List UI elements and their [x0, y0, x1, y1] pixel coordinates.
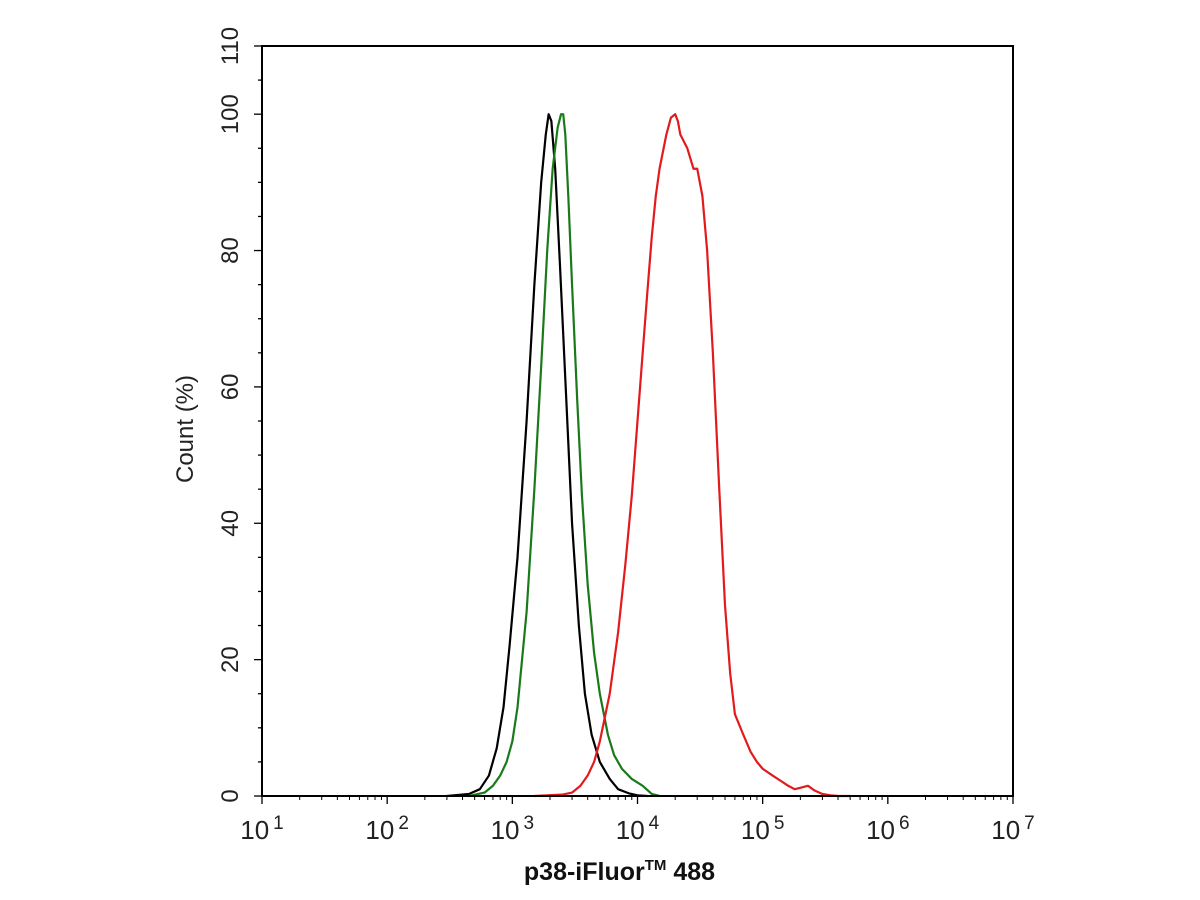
x-tick-label-base: 10	[866, 815, 895, 845]
x-tick-label-exponent: 4	[649, 813, 660, 834]
x-axis: 10 1 10 2 10 3 10 4 10 5 10 6 10 7	[240, 796, 1035, 845]
x-tick-label-base: 10	[491, 815, 520, 845]
x-axis-title-main: p38-iFluor	[524, 858, 645, 886]
x-tick-label-exponent: 3	[524, 813, 535, 834]
x-tick-label: 10 4	[616, 813, 660, 845]
series-group	[445, 113, 852, 798]
x-tick-label: 10 3	[491, 813, 535, 845]
x-tick-label: 10 2	[365, 813, 409, 845]
x-tick-label-base: 10	[240, 815, 269, 845]
series-line-1	[445, 113, 649, 798]
y-tick-label: 100	[217, 94, 244, 134]
x-axis-title-suffix: 488	[666, 858, 715, 886]
y-tick-label: 20	[217, 646, 244, 673]
x-axis-title: p38-iFluorTM 488	[524, 857, 715, 886]
y-tick-label: 40	[217, 510, 244, 537]
x-tick-label-exponent: 5	[774, 813, 785, 834]
y-axis: 0 20 40 60 80 100 110	[217, 27, 262, 803]
x-tick-label-exponent: 1	[273, 813, 284, 834]
y-tick-label: 80	[217, 237, 244, 264]
y-tick-label: 60	[217, 374, 244, 401]
x-tick-label-base: 10	[741, 815, 770, 845]
x-tick-label: 10 5	[741, 813, 785, 845]
x-tick-label-base: 10	[365, 815, 394, 845]
x-tick-label-base: 10	[991, 815, 1020, 845]
y-tick-label: 110	[217, 27, 244, 65]
series-line-2	[467, 113, 661, 798]
x-tick-label: 10 7	[991, 813, 1035, 845]
x-tick-label-base: 10	[616, 815, 645, 845]
y-tick-label: 0	[217, 789, 244, 802]
x-axis-title-superscript: TM	[645, 857, 667, 874]
series-line-3	[533, 113, 852, 798]
y-axis-title: Count (%)	[172, 375, 199, 483]
x-tick-label-exponent: 2	[398, 813, 409, 834]
x-tick-label: 10 6	[866, 813, 910, 845]
x-tick-label-exponent: 7	[1024, 813, 1035, 834]
x-tick-label: 10 1	[240, 813, 284, 845]
x-tick-label-exponent: 6	[899, 813, 910, 834]
